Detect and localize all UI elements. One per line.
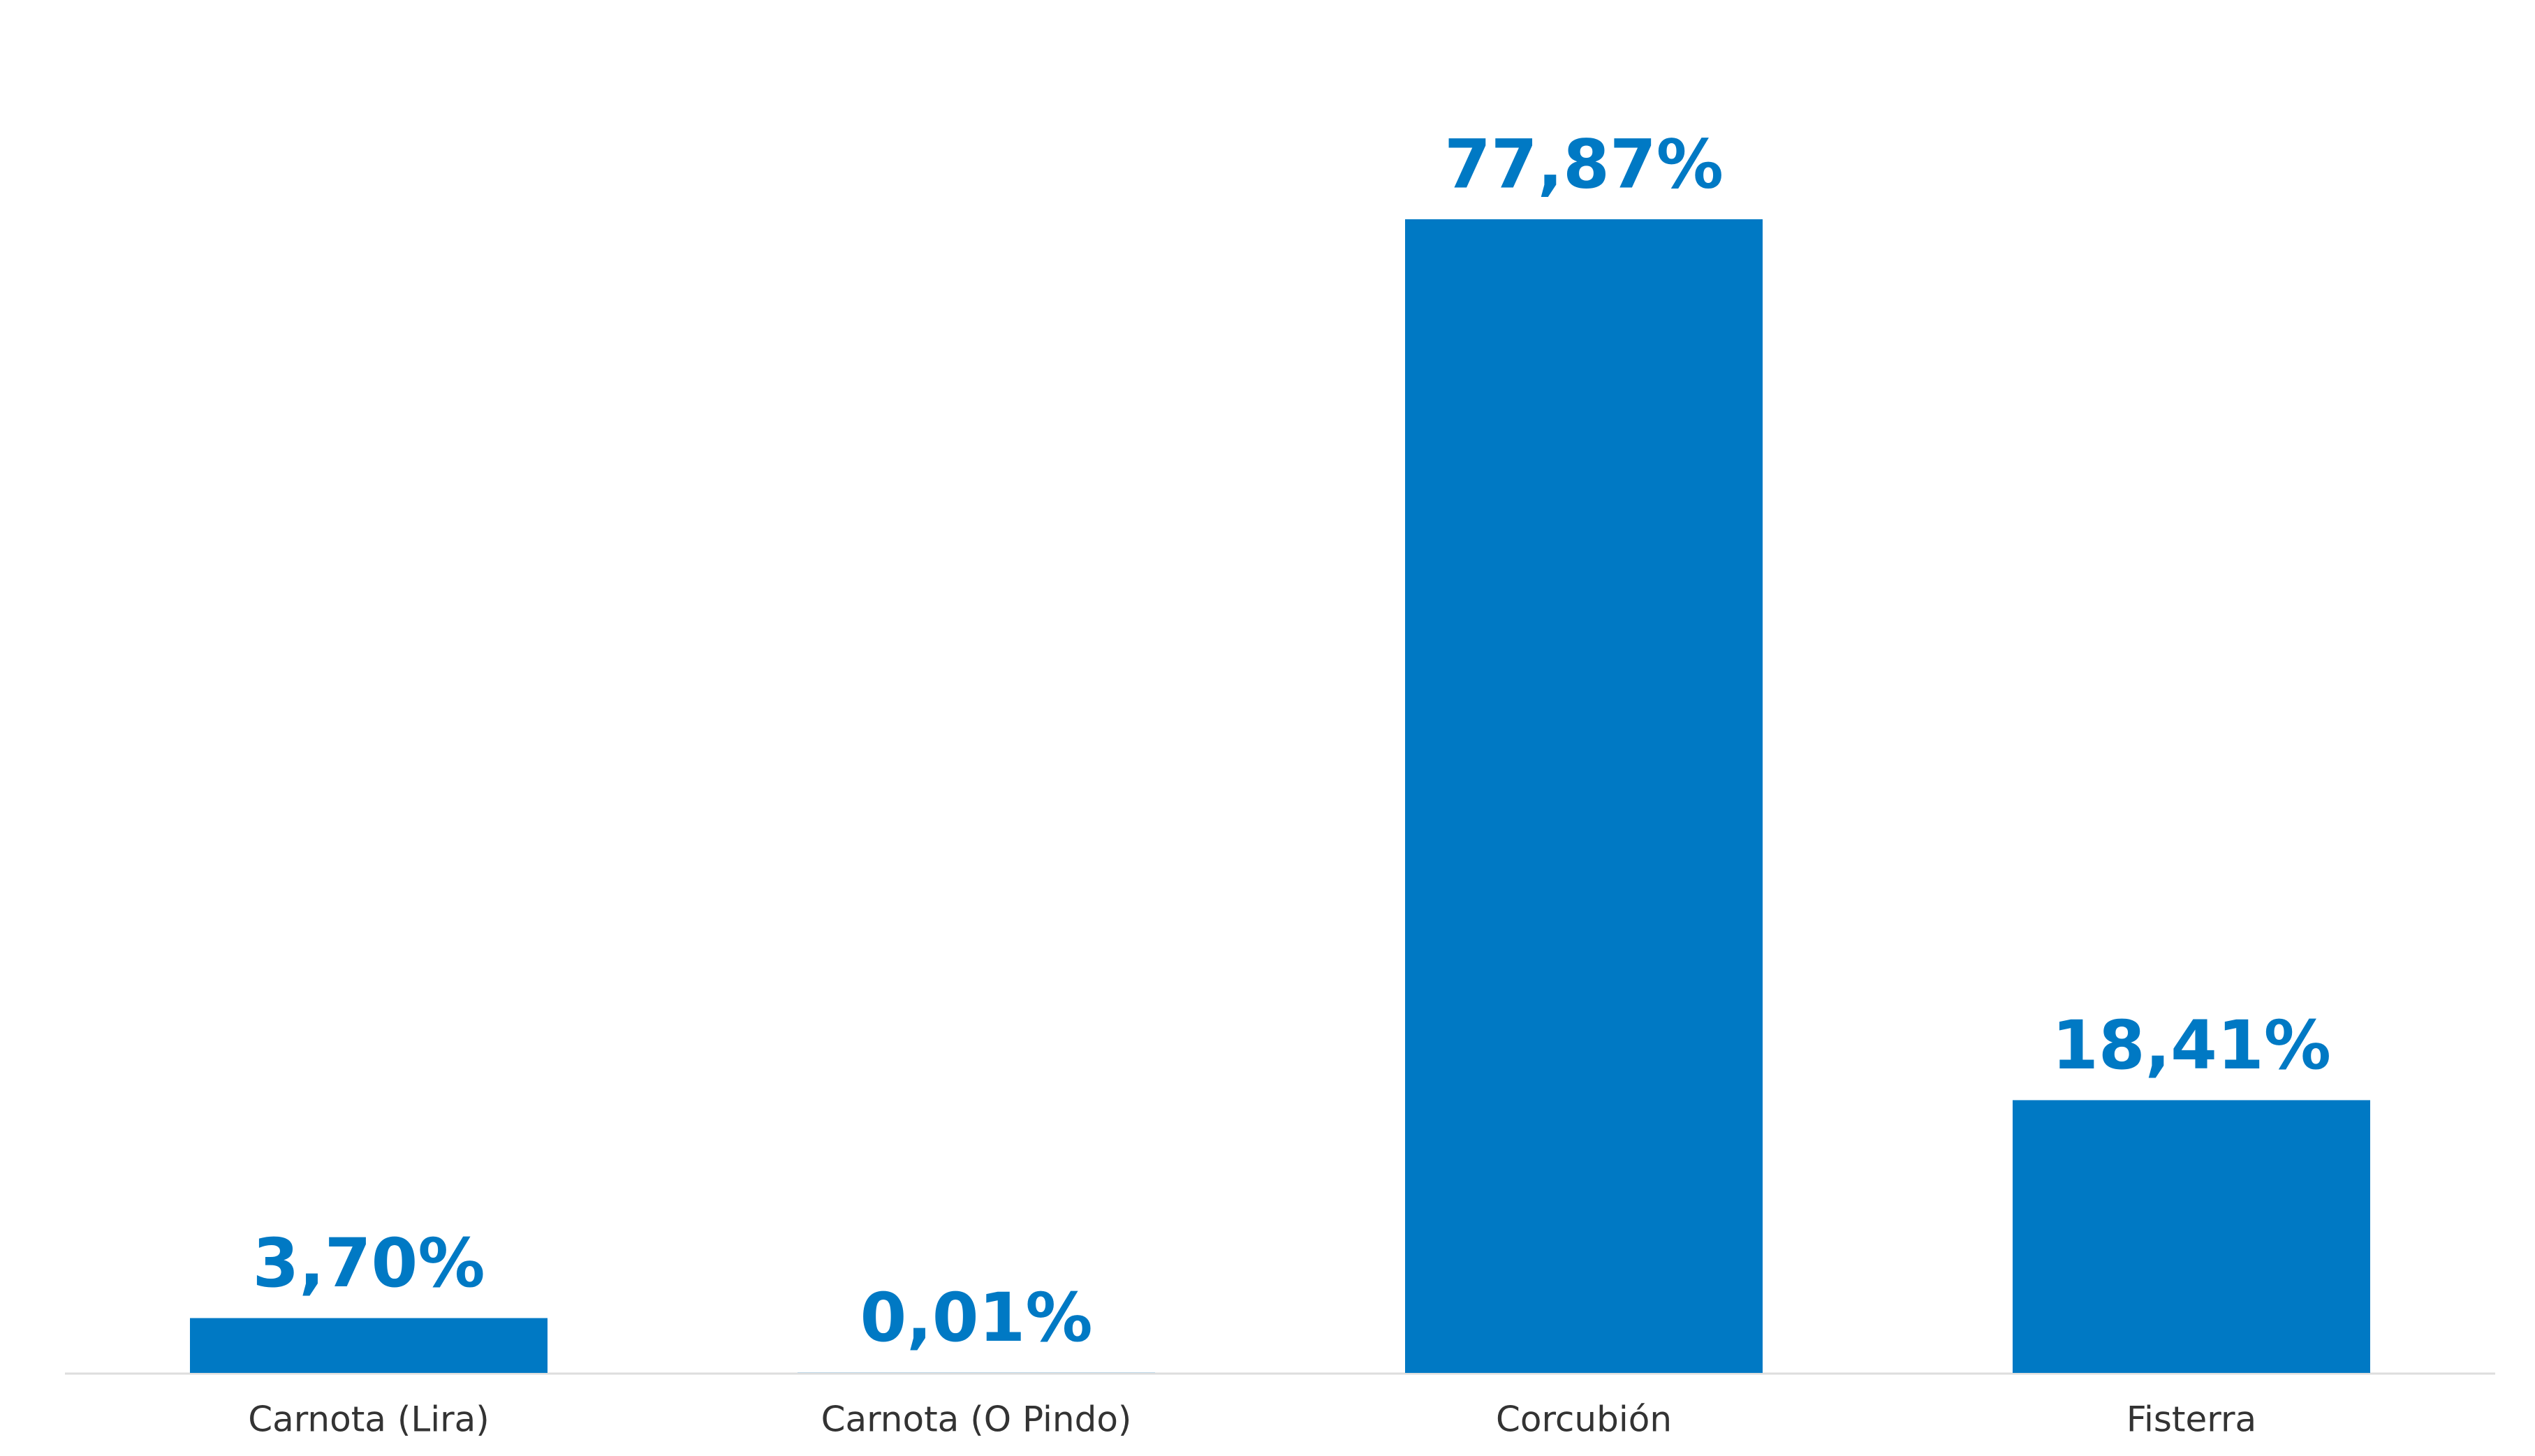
value-label: 0,01% (860, 1279, 1092, 1357)
value-label: 77,87% (1444, 125, 1724, 203)
x-tick-label: Corcubión (1496, 1399, 1672, 1440)
value-label: 18,41% (2052, 1006, 2331, 1084)
bar (190, 1318, 548, 1373)
x-tick-label: Carnota (Lira) (248, 1399, 490, 1440)
bar (1405, 219, 1763, 1373)
bar (2013, 1100, 2370, 1373)
value-label: 3,70% (252, 1224, 485, 1302)
x-tick-label: Fisterra (2126, 1399, 2256, 1440)
x-tick-label: Carnota (O Pindo) (821, 1399, 1132, 1440)
